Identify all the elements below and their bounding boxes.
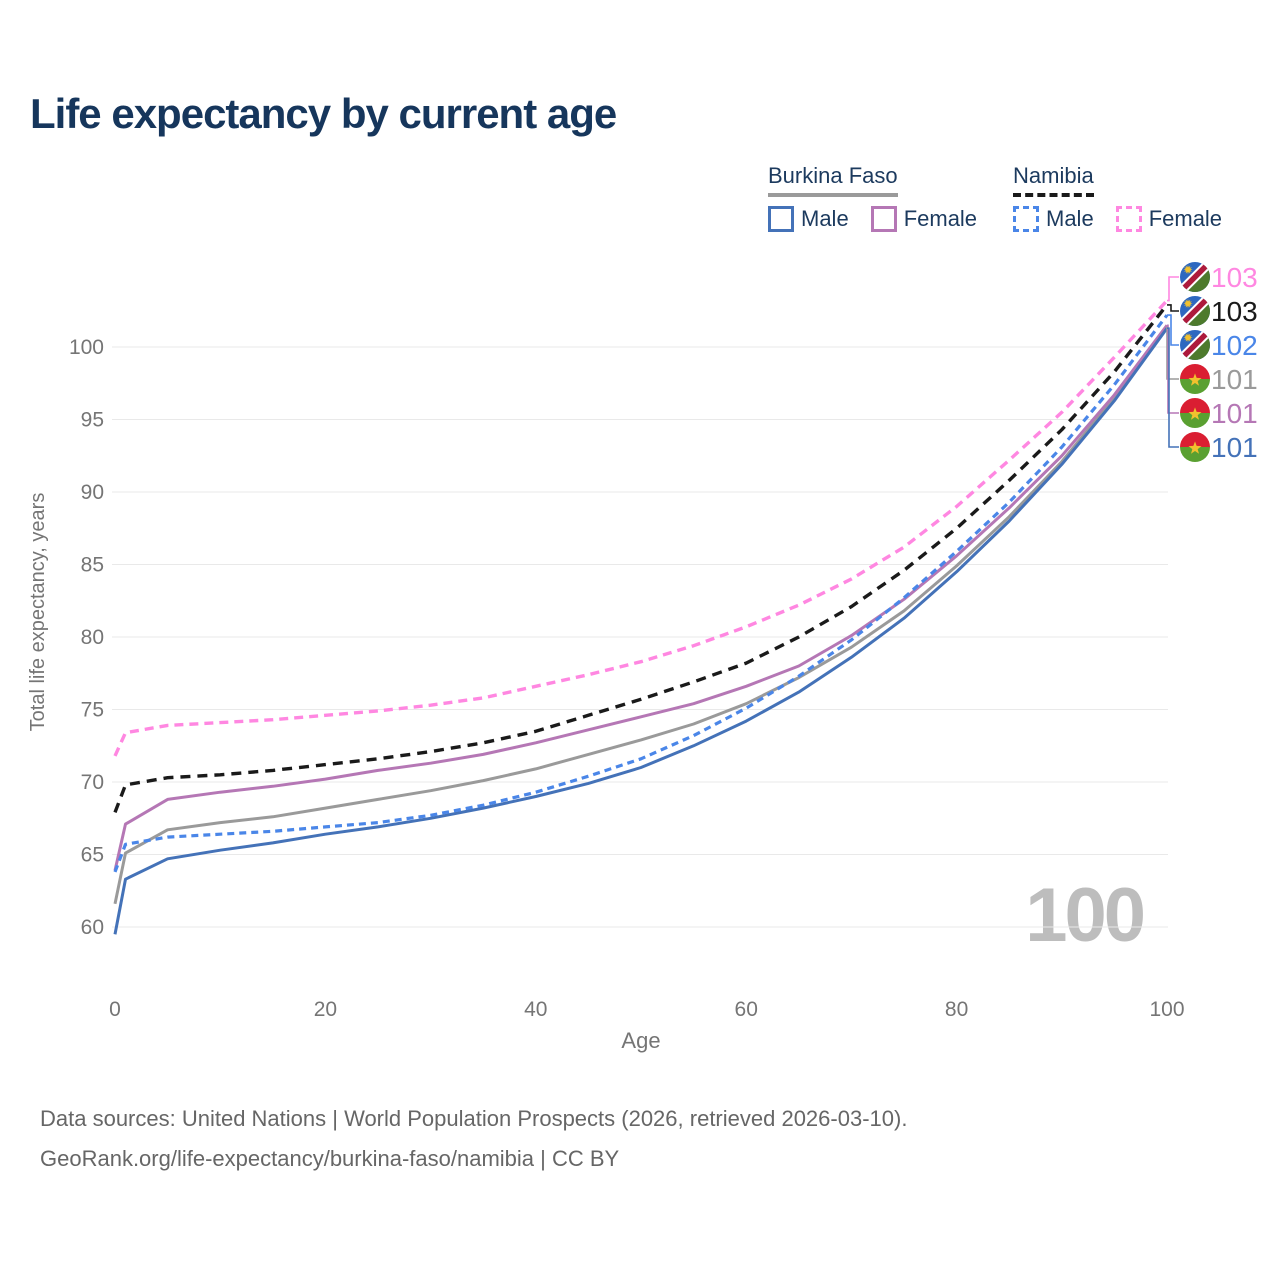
x-tick-100: 100: [1149, 998, 1184, 1021]
line-na_female: [113, 299, 1169, 757]
line-na_total: [113, 303, 1169, 814]
end-value-na_total: 103: [1211, 296, 1258, 327]
legend-item-bf-male: Male: [768, 206, 849, 232]
y-tick-85: 85: [81, 554, 104, 577]
leader-line-bf_female: [1167, 324, 1179, 414]
y-axis-title: Total life expectancy, years: [27, 493, 49, 732]
end-value-na_female: 103: [1211, 262, 1258, 293]
y-tick-80: 80: [81, 626, 104, 649]
end-value-na_male: 102: [1211, 330, 1258, 361]
page-title: Life expectancy by current age: [30, 90, 617, 137]
legend-group-namibia: Namibia Male Female: [1013, 163, 1244, 232]
line-bf_total: [113, 325, 1169, 905]
age-watermark: 100: [1025, 873, 1146, 958]
legend-group-burkina-faso: Burkina Faso Male Female: [768, 163, 999, 232]
y-tick-75: 75: [81, 699, 104, 722]
legend-item-na-male: Male: [1013, 206, 1094, 232]
line-bf_female: [113, 324, 1169, 871]
x-tick-60: 60: [735, 998, 758, 1021]
legend-label-na-female: Female: [1148, 206, 1223, 231]
y-tick-90: 90: [81, 481, 104, 504]
legend-item-bf-female: Female: [870, 206, 978, 232]
leader-line-bf_total: [1166, 326, 1179, 380]
line-bf_male: [113, 327, 1169, 935]
y-tick-95: 95: [81, 409, 104, 432]
chart-footer: Data sources: United Nations | World Pop…: [0, 1106, 1280, 1186]
y-tick-70: 70: [81, 771, 104, 794]
x-tick-0: 0: [109, 998, 121, 1021]
leader-line-na_total: [1167, 304, 1179, 312]
end-value-bf_total: 101: [1211, 364, 1258, 395]
burkina-faso-flag-icon: [1180, 398, 1210, 428]
y-tick-60: 60: [81, 916, 104, 939]
leader-line-na_female: [1167, 276, 1179, 302]
x-axis-title: Age: [621, 1028, 660, 1053]
namibia-flag-icon: [1180, 330, 1211, 361]
data-sources-text: Data sources: United Nations | World Pop…: [40, 1106, 908, 1131]
attribution-link-text: GeoRank.org/life-expectancy/burkina-faso…: [40, 1146, 620, 1171]
legend-group-title-namibia: Namibia: [1013, 163, 1094, 197]
y-tick-65: 65: [81, 844, 104, 867]
end-value-bf_male: 101: [1211, 432, 1258, 463]
leader-line-na_male: [1167, 314, 1179, 346]
x-tick-20: 20: [314, 998, 337, 1021]
namibia-flag-icon: [1180, 262, 1211, 293]
legend-item-na-female: Female: [1115, 206, 1223, 232]
burkina-faso-flag-icon: [1180, 432, 1210, 462]
bf-female-swatch-icon: [870, 206, 897, 232]
x-tick-40: 40: [524, 998, 547, 1021]
legend-label-na-male: Male: [1046, 206, 1094, 231]
leader-line-bf_male: [1167, 327, 1179, 448]
burkina-faso-flag-icon: [1180, 364, 1210, 394]
y-tick-100: 100: [69, 336, 104, 359]
legend-label-bf-male: Male: [801, 206, 849, 231]
legend-group-title-burkina-faso: Burkina Faso: [768, 163, 898, 197]
legend-label-bf-female: Female: [903, 206, 978, 231]
namibia-flag-icon: [1180, 296, 1211, 327]
bf-male-swatch-icon: [768, 206, 794, 232]
na-male-swatch-icon: [1013, 206, 1039, 232]
chart-legend: Burkina Faso Male Female Namibia Male Fe…: [0, 163, 1280, 243]
x-tick-80: 80: [945, 998, 968, 1021]
line-na_male: [113, 314, 1169, 873]
end-value-bf_female: 101: [1211, 398, 1258, 429]
na-female-swatch-icon: [1115, 206, 1142, 232]
